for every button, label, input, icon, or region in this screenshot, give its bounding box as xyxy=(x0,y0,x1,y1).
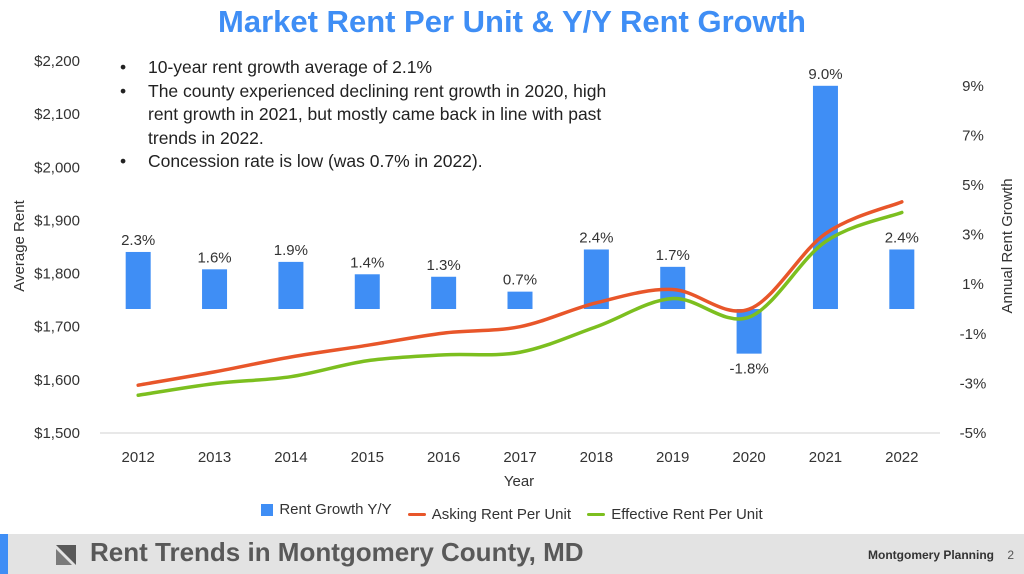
y-tick-label: $1,600 xyxy=(34,372,80,389)
bar-rent-growth xyxy=(431,276,457,309)
data-label: 9.0% xyxy=(808,66,842,83)
legend-label: Rent Growth Y/Y xyxy=(279,501,392,518)
legend-label: Asking Rent Per Unit xyxy=(431,505,572,523)
y2-axis-title: Annual Rent Growth xyxy=(999,178,1016,313)
data-label: -1.8% xyxy=(729,361,768,378)
data-label: 1.9% xyxy=(274,242,308,259)
bar-rent-growth xyxy=(354,274,380,309)
chart-legend: Rent Growth Y/Y Asking Rent Per Unit Eff… xyxy=(0,501,1024,523)
bar-rent-growth xyxy=(889,249,915,309)
bar-rent-growth xyxy=(125,251,151,309)
bar-rent-growth xyxy=(202,269,228,309)
y-tick-label: $1,800 xyxy=(34,266,80,283)
x-tick-label: 2019 xyxy=(656,449,689,466)
logo-icon xyxy=(56,545,76,565)
legend-item-effective-rent: Effective Rent Per Unit xyxy=(587,505,763,523)
legend-item-asking-rent: Asking Rent Per Unit xyxy=(407,505,572,523)
legend-swatch xyxy=(261,503,274,516)
data-label: 1.3% xyxy=(427,257,461,274)
y-tick-label: $2,200 xyxy=(34,53,80,70)
bar-rent-growth xyxy=(507,291,533,309)
data-label: 1.4% xyxy=(350,254,384,271)
y-tick-label: $1,500 xyxy=(34,425,80,442)
x-tick-label: 2015 xyxy=(351,449,384,466)
y2-tick-label: 5% xyxy=(962,177,984,194)
y2-tick-label: 1% xyxy=(962,276,984,293)
y2-tick-label: -1% xyxy=(960,326,987,343)
y-tick-label: $1,900 xyxy=(34,212,80,229)
bullet-item: 10-year rent growth average of 2.1% xyxy=(118,56,638,80)
legend-swatch xyxy=(587,512,606,516)
page-number: 2 xyxy=(1007,548,1014,562)
bullet-item: Concession rate is low (was 0.7% in 2022… xyxy=(118,150,638,174)
x-tick-label: 2014 xyxy=(274,449,307,466)
bullet-item: The county experienced declining rent gr… xyxy=(118,80,638,151)
bar-rent-growth xyxy=(278,261,304,309)
x-tick-label: 2012 xyxy=(121,449,154,466)
y-tick-label: $2,000 xyxy=(34,159,80,176)
y2-tick-label: 3% xyxy=(962,227,984,244)
data-label: 2.3% xyxy=(121,232,155,249)
page-title: Market Rent Per Unit & Y/Y Rent Growth xyxy=(218,4,806,39)
legend-item-rent-growth: Rent Growth Y/Y xyxy=(261,501,392,518)
legend-label: Effective Rent Per Unit xyxy=(611,505,763,523)
footer-accent xyxy=(0,534,8,574)
data-label: 0.7% xyxy=(503,272,537,289)
data-label: 1.7% xyxy=(656,247,690,264)
x-tick-label: 2022 xyxy=(885,449,918,466)
y2-tick-label: 9% xyxy=(962,78,984,95)
x-axis-title: Year xyxy=(504,473,534,490)
y-tick-label: $1,700 xyxy=(34,319,80,336)
rent-chart: $1,500 $1,600 $1,700 $1,800 $1,900 $2,000 $2,1… xyxy=(11,53,1016,490)
bar-rent-growth xyxy=(812,85,838,309)
data-label: 2.4% xyxy=(885,229,919,246)
legend-swatch xyxy=(407,512,426,516)
footer-title: Rent Trends in Montgomery County, MD xyxy=(90,537,584,567)
x-tick-label: 2013 xyxy=(198,449,231,466)
data-label: 1.6% xyxy=(197,249,231,266)
x-tick-label: 2016 xyxy=(427,449,460,466)
y2-tick-label: 7% xyxy=(962,127,984,144)
y-tick-label: $2,100 xyxy=(34,106,80,123)
x-tick-label: 2017 xyxy=(503,449,536,466)
x-tick-label: 2020 xyxy=(732,449,765,466)
y2-tick-label: -5% xyxy=(960,425,987,442)
x-tick-label: 2021 xyxy=(809,449,842,466)
x-tick-label: 2018 xyxy=(580,449,613,466)
data-label: 2.4% xyxy=(579,229,613,246)
line-effective-rent xyxy=(136,210,904,398)
y-axis-title: Average Rent xyxy=(11,199,28,291)
footer-brand: Montgomery Planning xyxy=(868,548,994,562)
footer-bar: Rent Trends in Montgomery County, MD Mon… xyxy=(0,534,1024,574)
line-asking-rent xyxy=(136,200,904,387)
y2-tick-label: -3% xyxy=(960,375,987,392)
bullet-list: 10-year rent growth average of 2.1% The … xyxy=(118,56,638,174)
